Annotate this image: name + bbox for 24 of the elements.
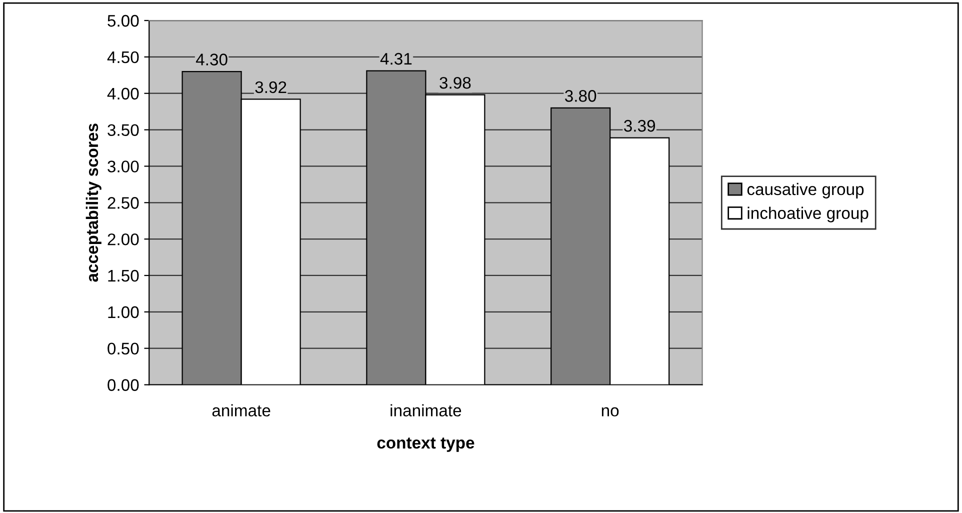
data-label: 4.30 [196,54,228,66]
data-label: 3.98 [440,76,471,89]
y-tick-label: 0.00 [108,379,139,391]
y-tick-label: 1.00 [108,306,139,318]
y-tick-label: 3.50 [108,124,139,136]
y-tick-label: 4.00 [107,88,139,100]
y-tick-label: 4.50 [107,51,139,64]
y-axis-title: acceptability scores [86,124,102,282]
x-axis-title: context type [377,438,474,452]
x-tick-label: animate [212,404,270,416]
legend-label: causative group [747,182,864,198]
y-tick-label: 2.50 [108,197,139,209]
y-tick-label: 5.00 [108,14,139,27]
y-tick-label: 2.00 [108,233,139,246]
data-label: 3.92 [255,81,286,94]
y-tick-label: 3.00 [108,160,139,172]
legend-label: inchoative group [748,206,868,222]
data-label: 3.39 [624,120,655,132]
y-tick-label: 1.50 [108,270,139,282]
data-label: 4.31 [380,52,412,65]
x-tick-label: inanimate [390,404,462,416]
data-label: 3.80 [564,90,596,102]
x-tick-label: no [602,407,619,416]
y-tick-label: 0.50 [108,342,139,355]
